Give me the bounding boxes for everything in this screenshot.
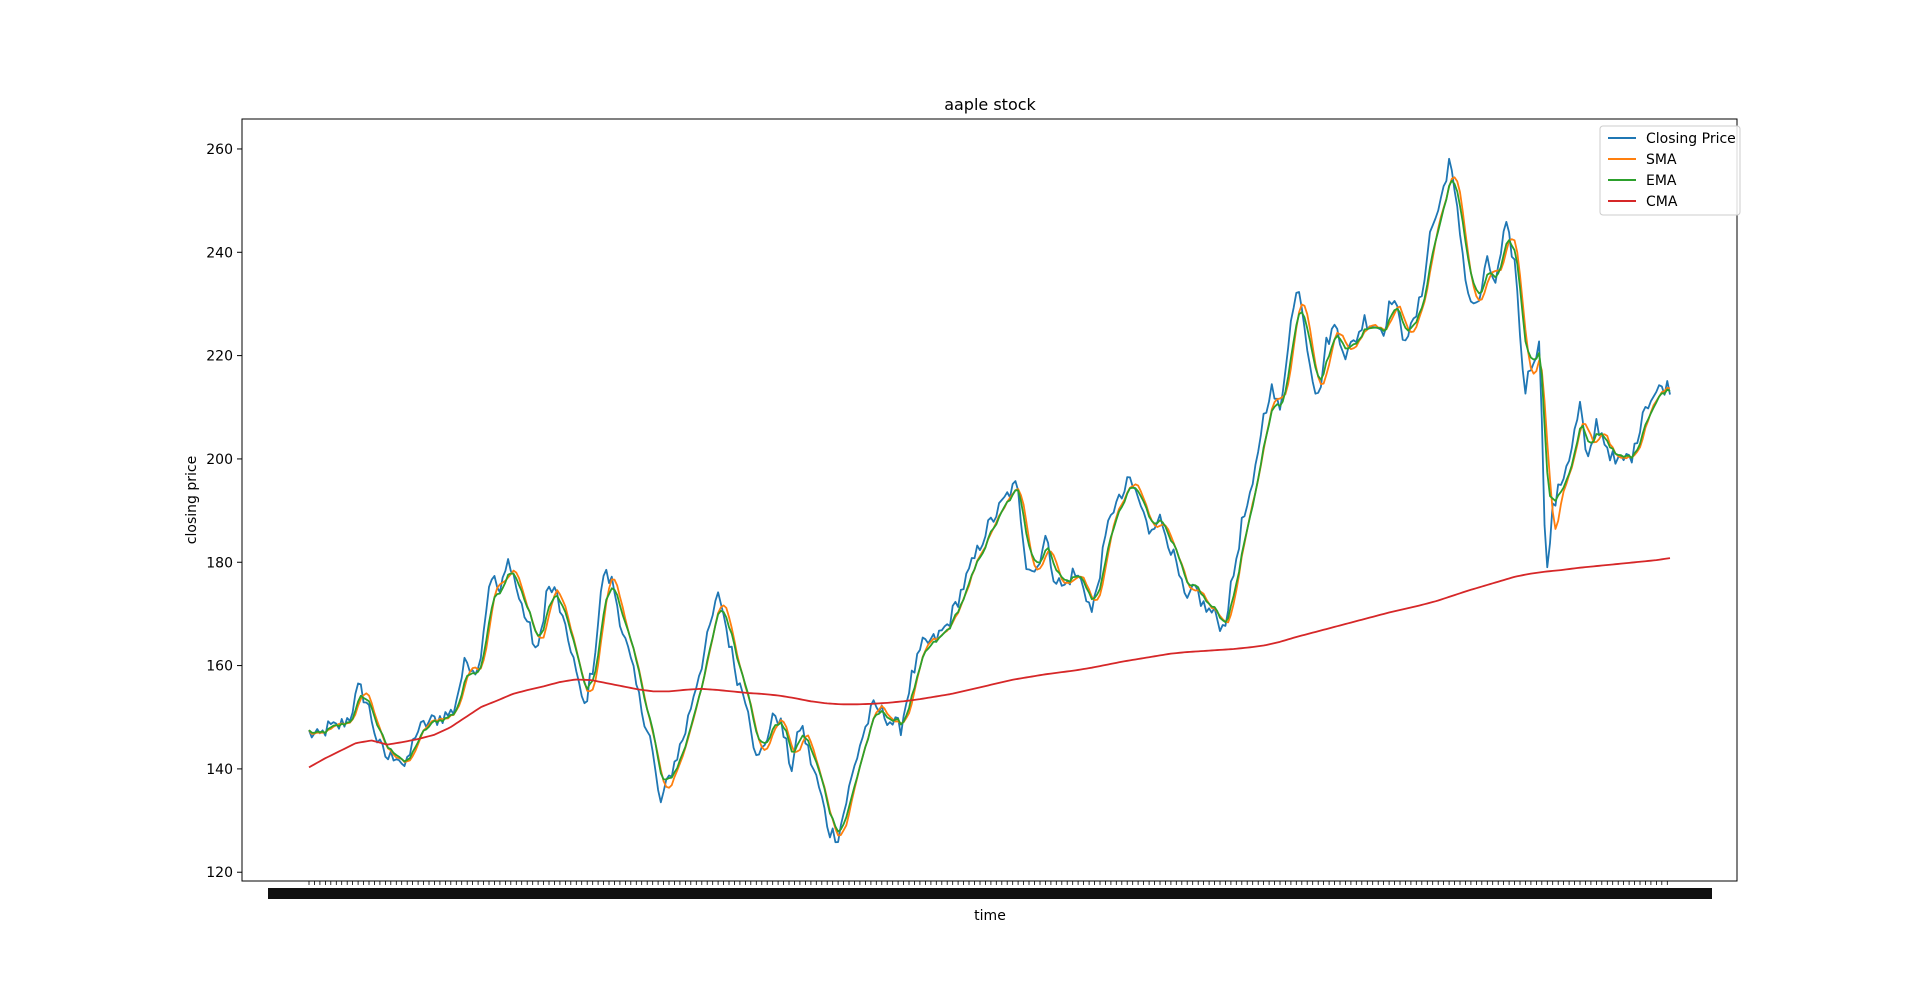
y-tick-label: 120 <box>206 865 233 881</box>
y-tick-label: 220 <box>206 349 233 365</box>
chart-title: aaple stock <box>944 95 1036 114</box>
y-tick-label: 200 <box>206 452 233 468</box>
y-tick-label: 240 <box>206 245 233 261</box>
series-line-ema <box>308 179 1671 833</box>
plot-lines <box>308 157 1671 844</box>
y-tick-label: 180 <box>206 555 233 571</box>
legend: Closing Price SMA EMA CMA <box>1599 125 1741 216</box>
x-tick-marks <box>308 881 1668 885</box>
legend-label-ema: EMA <box>1646 173 1677 189</box>
series-line-cma <box>308 557 1671 769</box>
x-axis-label: time <box>974 908 1006 924</box>
plot-frame <box>241 118 1738 882</box>
x-axis <box>268 881 1712 899</box>
x-tick-labels-overlapped <box>268 888 1712 899</box>
series-line-closing-price <box>308 157 1671 844</box>
legend-label-closing-price: Closing Price <box>1646 131 1736 147</box>
legend-box <box>1599 125 1741 216</box>
y-tick-label: 160 <box>206 659 233 675</box>
legend-label-cma: CMA <box>1646 194 1678 210</box>
legend-label-sma: SMA <box>1646 152 1677 168</box>
y-tick-label: 260 <box>206 142 233 158</box>
y-axis: 120 140 160 180 200 220 240 260 <box>206 142 242 881</box>
y-tick-label: 140 <box>206 762 233 778</box>
y-axis-label: closing price <box>184 456 200 544</box>
